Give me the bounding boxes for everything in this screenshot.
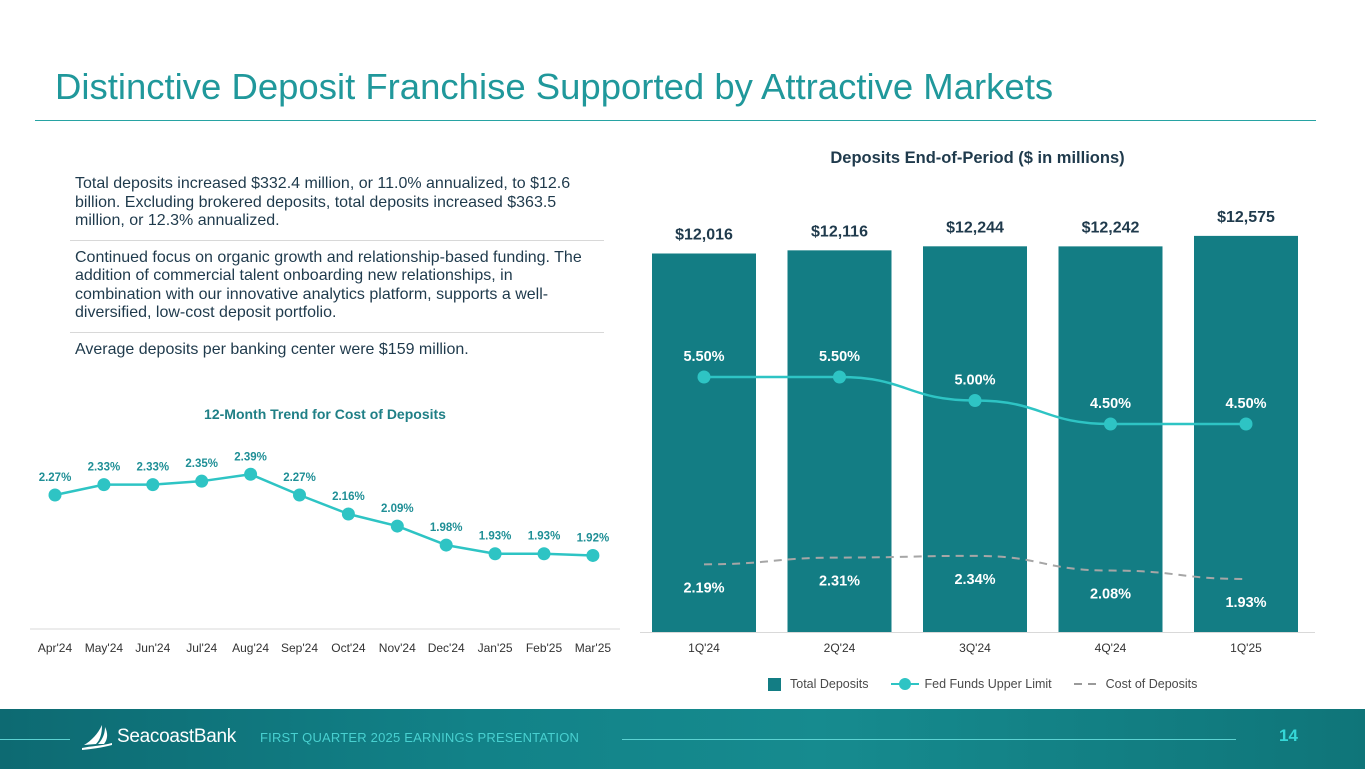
- trend-point: [341, 507, 355, 521]
- deposit-bar: [1194, 235, 1298, 632]
- trend-data-label: 2.09%: [381, 503, 414, 515]
- cost-of-deposits-label: 2.31%: [819, 574, 860, 590]
- fed-funds-point: [833, 370, 846, 384]
- deposit-bar-label: $12,242: [1082, 219, 1140, 236]
- footer-rule-left: [0, 739, 70, 740]
- trend-tick-label: Aug'24: [232, 641, 269, 655]
- seacoast-logo: SeacoastBank: [82, 723, 236, 751]
- trend-data-label: 1.98%: [430, 522, 463, 534]
- legend-label: Fed Funds Upper Limit: [924, 677, 1052, 691]
- trend-point: [293, 488, 306, 502]
- trend-tick-label: Dec'24: [428, 641, 465, 655]
- cost-of-deposits-label: 2.34%: [954, 572, 995, 588]
- fed-funds-point: [968, 394, 982, 407]
- deposits-tick-label: 4Q'24: [1095, 641, 1127, 655]
- trend-point: [195, 474, 209, 488]
- cost-of-deposits-label: 1.93%: [1225, 595, 1266, 611]
- trend-data-label: 2.33%: [88, 462, 121, 474]
- trend-data-label: 2.16%: [332, 491, 365, 503]
- trend-tick-label: Nov'24: [379, 641, 416, 655]
- deposit-bar: [652, 253, 756, 632]
- trend-tick-label: Oct'24: [331, 641, 366, 655]
- trend-tick-label: Mar'25: [575, 641, 612, 655]
- deposits-tick-label: 1Q'25: [1230, 641, 1262, 655]
- trend-line: [54, 473, 593, 557]
- deposits-chart-legend: Total Deposits Fed Funds Upper Limit Cos…: [768, 677, 1219, 691]
- trend-point: [537, 547, 551, 561]
- fed-funds-label: 5.50%: [683, 349, 724, 365]
- deposit-bar-label: $12,116: [811, 223, 868, 240]
- trend-data-label: 2.35%: [185, 458, 218, 470]
- sail-logo-icon: [82, 725, 112, 750]
- page-title: Distinctive Deposit Franchise Supported …: [55, 66, 1054, 107]
- fed-funds-point: [1239, 417, 1253, 431]
- trend-data-label: 2.33%: [136, 462, 169, 474]
- legend-cost-of-deposits: Cost of Deposits: [1073, 677, 1198, 691]
- bullet-organic-growth: Continued focus on organic growth and re…: [70, 249, 604, 333]
- trend-tick-label: Jan'25: [478, 641, 513, 655]
- deposit-bar: [1058, 246, 1163, 632]
- footer-rule-right: [622, 739, 1236, 740]
- trend-tick-label: Jun'24: [135, 641, 170, 655]
- trend-point: [586, 548, 600, 562]
- total-deposits-swatch-icon: [768, 677, 781, 691]
- trend-data-label: 2.27%: [39, 472, 72, 484]
- trend-data-label: 1.92%: [577, 532, 610, 544]
- deposit-bar-label: $12,016: [675, 226, 733, 243]
- cost-of-deposits-line: [703, 554, 1247, 580]
- fed-funds-label: 5.00%: [954, 373, 995, 389]
- bullet-deposit-growth: Total deposits increased $332.4 million,…: [70, 175, 604, 241]
- brand-name: SeacoastBank: [117, 726, 236, 747]
- fed-funds-point: [1104, 417, 1117, 431]
- trend-data-label: 2.27%: [283, 472, 316, 484]
- deposit-bar: [787, 250, 892, 632]
- page-number: 14: [1279, 726, 1298, 745]
- trend-tick-label: Sep'24: [281, 641, 318, 655]
- deposits-tick-label: 2Q'24: [824, 641, 856, 655]
- trend-tick-label: Jul'24: [186, 641, 217, 655]
- trend-point: [146, 478, 160, 492]
- charts-canvas: 2.27% Apr'24 2.33% May'24 2.33% Jun'24 2.35% Ju…: [30, 209, 1315, 655]
- fed-funds-swatch-icon: [890, 678, 919, 690]
- deposit-bar: [923, 246, 1027, 632]
- summary-bullets: Total deposits increased $332.4 million,…: [70, 175, 604, 368]
- trend-data-label: 2.39%: [234, 451, 267, 463]
- legend-fed-funds: Fed Funds Upper Limit: [890, 677, 1052, 691]
- legend-label: Total Deposits: [790, 677, 869, 691]
- legend-label: Cost of Deposits: [1105, 677, 1198, 691]
- trend-tick-label: Apr'24: [38, 641, 73, 655]
- footer-bar: SeacoastBank FIRST QUARTER 2025 EARNINGS…: [0, 709, 1365, 769]
- trend-point: [390, 519, 404, 533]
- deposit-bar-label: $12,244: [946, 219, 1004, 236]
- trend-chart-title: 12-Month Trend for Cost of Deposits: [204, 406, 446, 422]
- fed-funds-label: 4.50%: [1090, 396, 1131, 412]
- fed-funds-label: 4.50%: [1225, 396, 1266, 412]
- bullet-avg-deposits: Average deposits per banking center were…: [75, 340, 469, 358]
- trend-data-label: 1.93%: [528, 531, 561, 543]
- deposit-bar-label: $12,575: [1217, 209, 1275, 226]
- trend-point: [488, 547, 502, 561]
- deposits-tick-label: 3Q'24: [959, 641, 991, 655]
- deposits-tick-label: 1Q'24: [688, 641, 720, 655]
- trend-point: [439, 538, 453, 552]
- trend-tick-label: Feb'25: [526, 641, 563, 655]
- title-divider: [35, 120, 1316, 121]
- trend-point: [244, 467, 258, 481]
- fed-funds-label: 5.50%: [819, 349, 860, 365]
- presentation-label: FIRST QUARTER 2025 EARNINGS PRESENTATION: [260, 730, 580, 745]
- cost-of-deposits-label: 2.19%: [683, 580, 724, 596]
- legend-total-deposits: Total Deposits: [768, 677, 869, 691]
- trend-point: [97, 478, 111, 492]
- deposits-chart-title: Deposits End-of-Period ($ in millions): [830, 149, 1125, 167]
- trend-data-label: 1.93%: [479, 531, 512, 543]
- cost-of-deposits-label: 2.08%: [1090, 587, 1131, 603]
- trend-tick-label: May'24: [85, 641, 124, 655]
- fed-funds-point: [697, 370, 711, 384]
- cost-of-deposits-swatch-icon: [1073, 683, 1098, 685]
- trend-point: [48, 488, 62, 502]
